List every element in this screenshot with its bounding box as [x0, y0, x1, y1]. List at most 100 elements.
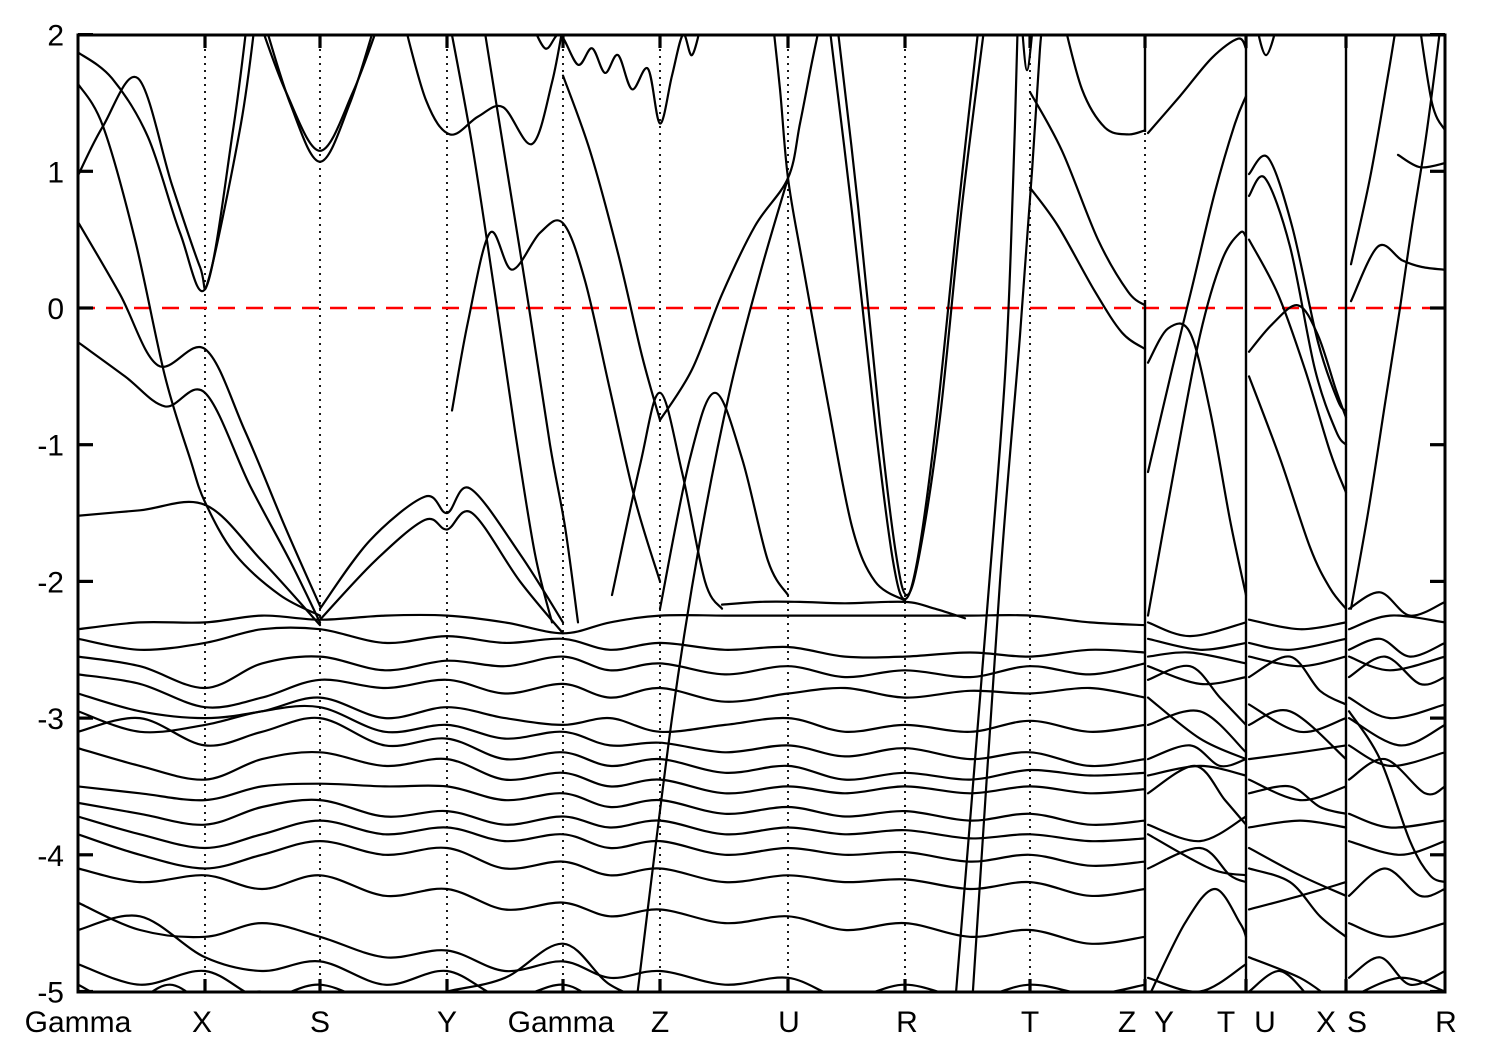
band-curve — [1347, 922, 1445, 938]
band-curve — [78, 692, 1147, 734]
band-curve — [78, 220, 322, 608]
band-curve — [78, 673, 1147, 709]
band-curve — [1347, 655, 1445, 672]
y-tick-label: 1 — [47, 156, 64, 189]
kpoint-label: T — [1217, 1006, 1235, 1039]
band-curve — [1146, 322, 1248, 597]
band-curve — [1349, 243, 1445, 303]
band-curve — [1247, 881, 1348, 911]
band-curve — [1247, 784, 1348, 815]
band-curve — [78, 82, 322, 617]
band-curve — [78, 35, 255, 291]
band-curve — [1257, 35, 1276, 57]
kpoint-label: X — [192, 1006, 212, 1039]
kpoint-label: Z — [1118, 1006, 1136, 1039]
frame-rect — [76, 33, 1447, 994]
band-curve — [78, 833, 1147, 897]
axis-ticks — [78, 32, 1445, 994]
band-curve — [1146, 696, 1248, 761]
band-curve — [1146, 95, 1248, 474]
band-curve — [78, 716, 1147, 781]
band-curve — [837, 35, 985, 597]
band-curve — [1359, 976, 1445, 992]
kpoint-label: Y — [1154, 1006, 1174, 1039]
band-curve — [318, 486, 565, 624]
band-curve — [954, 35, 1019, 992]
band-curve — [1347, 710, 1445, 884]
y-tick-label: -4 — [37, 840, 64, 873]
band-curve — [263, 35, 376, 152]
x-axis-kpoint-labels: Gamma X S Y Gamma Z U R T Z Y T U X S R — [25, 1006, 1457, 1039]
band-curve — [1349, 35, 1441, 610]
band-curve — [78, 867, 1147, 945]
band-curve — [1247, 703, 1348, 734]
kpoint-gridlines — [204, 35, 1146, 992]
band-curve — [1146, 621, 1248, 638]
band-curve — [1347, 757, 1445, 796]
band-curve — [610, 391, 724, 610]
kpoint-label: T — [1021, 1006, 1039, 1039]
band-curve — [1028, 90, 1147, 307]
band-curve — [1146, 744, 1248, 768]
band-curve — [1347, 696, 1445, 720]
band-curve — [484, 35, 580, 624]
band-curve — [1347, 637, 1445, 658]
band-curve — [1247, 655, 1348, 706]
kpoint-label: U — [1254, 1006, 1276, 1039]
band-curve — [78, 815, 1147, 867]
band-curve — [1146, 37, 1248, 135]
band-curve — [78, 942, 627, 992]
band-curve — [1065, 35, 1147, 136]
band-curve — [1349, 35, 1396, 266]
kpoint-label: S — [1347, 1006, 1367, 1039]
band-curve — [658, 391, 790, 610]
band-curve — [1347, 867, 1445, 898]
band-curve — [1146, 230, 1248, 617]
band-curve — [1347, 956, 1445, 986]
band-curve — [78, 35, 247, 292]
y-tick-label: -3 — [37, 703, 64, 736]
plot-frame — [76, 33, 1447, 994]
band-curve — [1247, 867, 1348, 938]
y-axis-labels: 2 1 0 -1 -2 -3 -4 -5 — [37, 20, 64, 1010]
band-curve — [1347, 744, 1445, 768]
band-curve — [1247, 637, 1348, 651]
band-curve — [1247, 969, 1306, 992]
band-curve — [1146, 651, 1248, 665]
band-curve — [78, 914, 674, 992]
band-curve — [1146, 637, 1248, 651]
band-curve — [1347, 591, 1445, 617]
band-curve — [1347, 655, 1445, 686]
kpoint-label: S — [310, 1006, 330, 1039]
panel-separators — [1143, 35, 1348, 992]
band-curve — [450, 219, 662, 583]
band-curve — [78, 655, 1147, 690]
band-curve — [78, 704, 1147, 768]
band-curve — [78, 500, 322, 627]
kpoint-label: X — [1316, 1006, 1336, 1039]
band-curve — [1247, 618, 1348, 631]
y-tick-label: 2 — [47, 20, 64, 53]
band-curve — [1247, 175, 1348, 446]
y-tick-label: 0 — [47, 293, 64, 326]
band-curve — [1247, 238, 1348, 494]
band-curve — [1146, 664, 1248, 726]
band-curve — [1149, 887, 1248, 992]
kpoint-label: Z — [651, 1006, 669, 1039]
kpoint-label: Gamma — [508, 1006, 615, 1039]
y-tick-label: -1 — [37, 430, 64, 463]
y-tick-label: -5 — [37, 977, 64, 1010]
kpoint-label: R — [1435, 1006, 1457, 1039]
band-curve — [78, 798, 1147, 843]
band-curve — [1146, 764, 1248, 777]
band-curve — [1146, 764, 1248, 826]
band-curve — [1247, 778, 1348, 802]
band-curve — [1021, 35, 1034, 72]
band-curve — [1247, 154, 1348, 412]
kpoint-label: R — [896, 1006, 918, 1039]
y-tick-label: -2 — [37, 566, 64, 599]
band-curve — [658, 35, 819, 422]
band-curve — [1146, 833, 1248, 877]
